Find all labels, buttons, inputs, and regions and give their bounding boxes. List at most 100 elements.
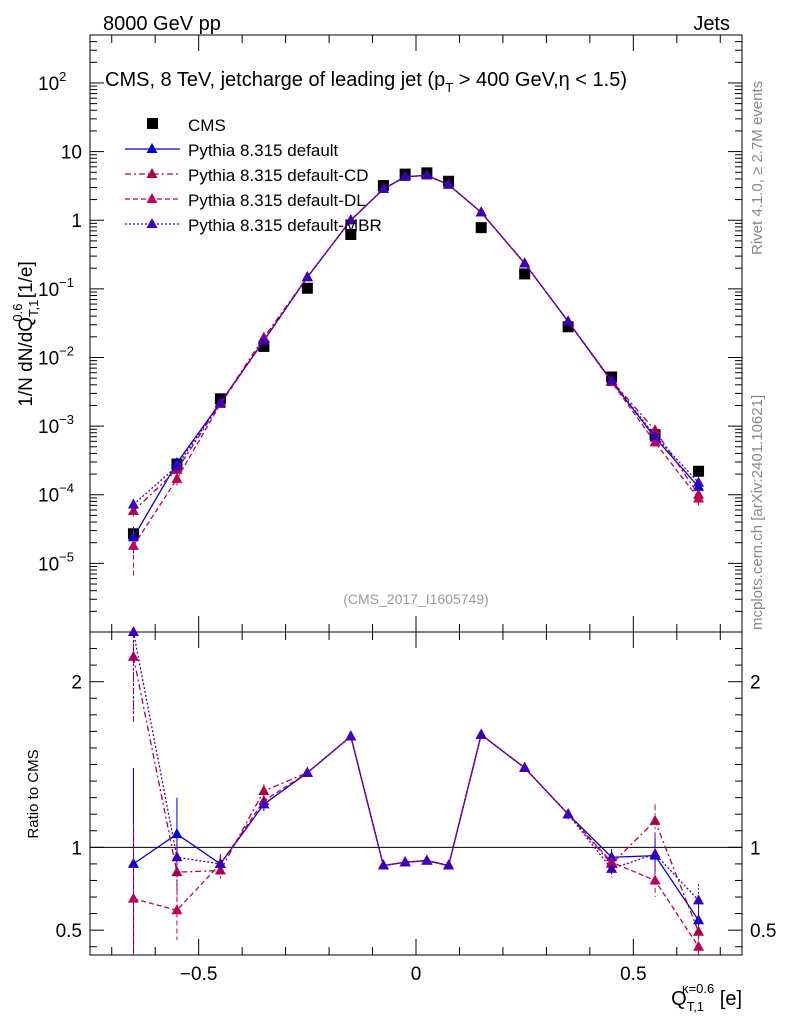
y-tick-label: 10−4 (38, 481, 74, 507)
series-point-0 (127, 531, 139, 542)
series-point-3 (399, 170, 411, 181)
header-right: Jets (693, 13, 730, 35)
legend-marker-0 (146, 143, 158, 153)
ratio-point-3 (475, 728, 487, 739)
main-axis-ticks: 102 10 1 10−1 10−2 10−3 10−4 10−5 (38, 34, 742, 633)
x-tick-label: −0.5 (180, 964, 218, 985)
y-tick-label: 10−2 (38, 343, 74, 369)
series-point-2 (171, 472, 183, 483)
series-point-3 (214, 396, 226, 407)
chart-title-main: CMS, 8 TeV, jetcharge of leading jet (p (105, 69, 445, 91)
ratio-plot-frame (89, 631, 743, 956)
ratio-point-1 (649, 814, 661, 825)
x-axis-label: QT,1 κ=0.6 [e] (671, 981, 742, 1014)
series-point-3 (693, 476, 705, 487)
y-axis-label-main: 1/N dN/dQ (16, 317, 37, 407)
cms-data-point (258, 340, 270, 352)
ratio-tick-label-left: 2 (71, 673, 82, 694)
rivet-label: Rivet 4.1.0, ≥ 2.7M events (749, 81, 766, 255)
ratio-point-3 (214, 857, 226, 868)
x-tick-label: 0 (411, 964, 422, 985)
ratio-point-3 (693, 894, 705, 905)
ratio-point-3 (301, 766, 313, 777)
ratio-point-3 (421, 854, 433, 865)
series-line-3 (133, 174, 700, 506)
legend-marker-2 (146, 193, 158, 203)
series-point-3 (649, 429, 661, 440)
ratio-point-1 (693, 925, 705, 936)
legend-marker-3 (146, 218, 158, 228)
y-tick-label: 1 (71, 211, 82, 232)
header-left: 8000 GeV pp (103, 13, 221, 35)
ratio-axis-label: Ratio to CMS (25, 749, 42, 838)
series-point-3 (562, 315, 574, 326)
cms-data-point (519, 268, 531, 280)
legend-marker-cms (147, 118, 158, 129)
ratio-point-3 (399, 856, 411, 867)
series-point-2 (649, 436, 661, 447)
ratio-point-2 (127, 892, 139, 903)
chart-title: CMS, 8 TeV, jetcharge of leading jet (pT… (105, 69, 627, 95)
ratio-point-1 (171, 866, 183, 877)
ratio-series-layer (127, 626, 705, 955)
ratio-tick-label-right: 2 (750, 673, 761, 694)
x-axis-label-sup: κ=0.6 (682, 981, 714, 996)
ratio-axis-ticks: −0.5 0 0.5 0.5 0.5 1 1 2 2 (56, 632, 776, 985)
legend-marker-1 (146, 168, 158, 178)
ratio-point-2 (693, 940, 705, 951)
ratio-point-3 (171, 851, 183, 862)
y-axis-label-unit: [1/e] (16, 261, 37, 303)
y-tick-label: 10−1 (38, 275, 74, 301)
ratio-point-3 (606, 862, 618, 873)
y-axis-label-sub: T,1 (26, 300, 41, 317)
series-point-3 (519, 257, 531, 268)
ratio-point-2 (649, 874, 661, 885)
series-point-1 (127, 504, 139, 515)
ratio-point-3 (345, 730, 357, 741)
legend-label-1: Pythia 8.315 default-CD (188, 166, 369, 185)
series-point-3 (301, 271, 313, 282)
ratio-point-1 (127, 650, 139, 661)
ratio-point-2 (171, 904, 183, 915)
y-axis-label: 1/N dN/dQT,10.6 [1/e] (10, 261, 41, 406)
series-point-2 (127, 539, 139, 550)
ratio-point-3 (377, 859, 389, 870)
main-series-layer (127, 167, 705, 579)
ratio-point-3 (519, 761, 531, 772)
series-point-3 (377, 183, 389, 194)
series-point-3 (475, 206, 487, 217)
ratio-point-3 (443, 859, 455, 870)
y-tick-label: 10−3 (38, 412, 74, 438)
cms-data-point (562, 321, 574, 333)
ratio-line-0 (133, 733, 700, 921)
series-point-3 (443, 178, 455, 189)
cms-data-point (345, 228, 357, 240)
ratio-tick-label-left: 1 (71, 838, 82, 859)
series-point-3 (345, 214, 357, 225)
ratio-point-3 (562, 808, 574, 819)
analysis-id: (CMS_2017_I1605749) (343, 591, 489, 607)
series-point-3 (606, 374, 618, 385)
ratio-line-3 (132, 631, 700, 901)
ratio-tick-label-right: 0.5 (750, 921, 776, 942)
series-point-3 (127, 498, 139, 509)
main-plot: 102 10 1 10−1 10−2 10−3 10−4 10−5 CMS, 8 TeV, j… (38, 34, 743, 633)
legend-label-cms: CMS (188, 116, 226, 135)
y-tick-label: 10 (61, 143, 82, 164)
y-tick-label: 10−5 (38, 549, 74, 575)
x-axis-label-sub: T,1 (687, 999, 704, 1014)
cms-data-point (693, 465, 705, 477)
ratio-tick-label-right: 1 (750, 838, 761, 859)
ratio-point-1 (258, 785, 270, 796)
ratio-point-3 (649, 847, 661, 858)
chart-title-rest: > 400 GeV,η < 1.5) (453, 69, 627, 91)
chart-title-sub: T (445, 80, 453, 95)
series-point-1 (649, 424, 661, 435)
x-tick-label: 0.5 (620, 964, 646, 985)
ratio-plot: −0.5 0 0.5 0.5 0.5 1 1 2 2 (56, 626, 776, 985)
cms-data-point (301, 282, 313, 294)
series-point-2 (693, 492, 705, 503)
legend: CMS Pythia 8.315 default Pythia 8.315 defa… (125, 116, 382, 235)
ratio-point-3 (127, 626, 139, 636)
